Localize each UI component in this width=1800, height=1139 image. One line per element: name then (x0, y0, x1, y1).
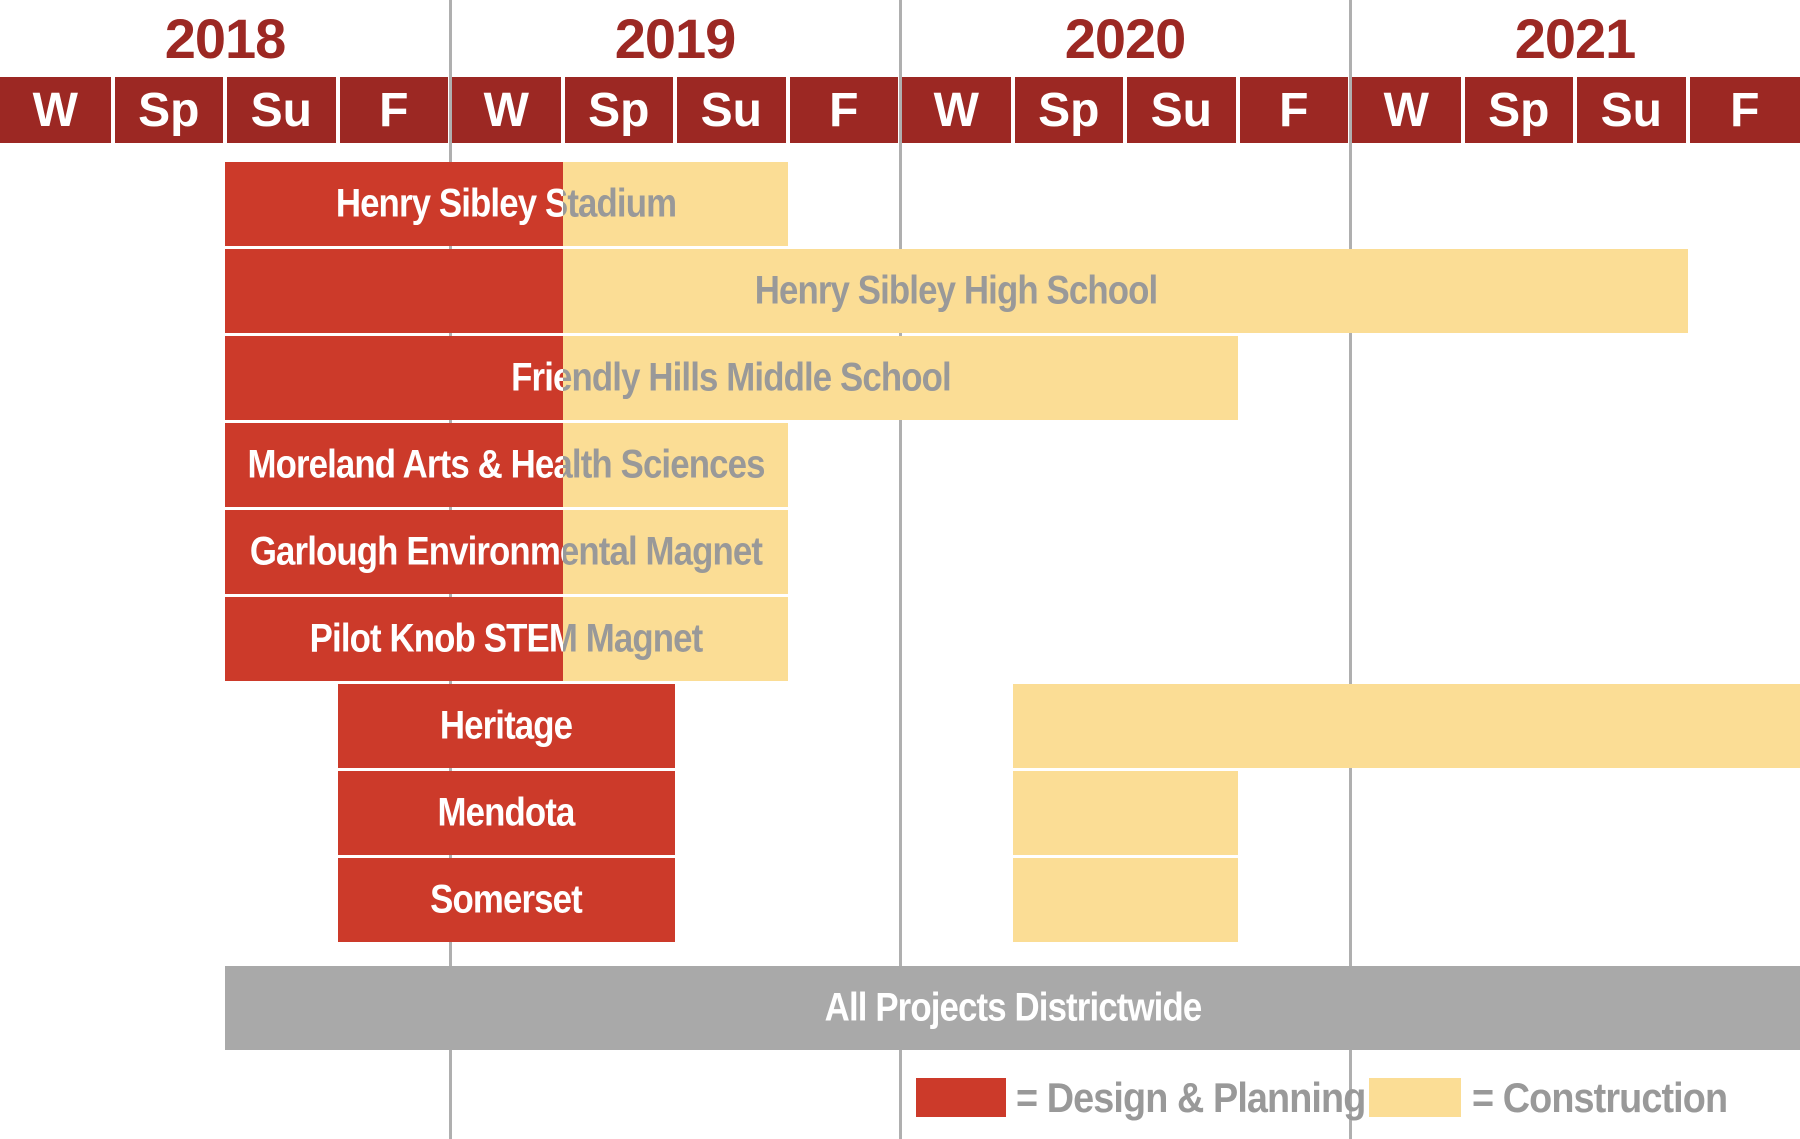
design-planning-bar: Somerset (337, 858, 675, 942)
construction-bar: Henry Sibley High School (562, 249, 1688, 333)
design-planning-bar: Heritage (337, 684, 675, 768)
project-label: Henry Sibley Stadium (563, 181, 678, 226)
season-cell: Sp (114, 77, 223, 143)
season-cell: F (339, 77, 448, 143)
year-label: 2020 (1064, 7, 1187, 70)
year-label: 2018 (164, 7, 287, 70)
project-label: Moreland Arts & Health Sciences (247, 442, 563, 487)
legend-design-swatch (916, 1078, 1006, 1117)
project-label: Henry Sibley High School (754, 268, 1158, 313)
year-label: 2021 (1514, 7, 1637, 70)
season-cell: Su (1577, 77, 1686, 143)
season-cell: F (789, 77, 898, 143)
season-cell: Sp (1464, 77, 1573, 143)
season-cell: F (1239, 77, 1348, 143)
design-planning-bar: Garlough Environmental Magnet (225, 510, 563, 594)
design-planning-bar: Henry Sibley Stadium (225, 162, 563, 246)
season-cell: Sp (1014, 77, 1123, 143)
design-planning-bar: Moreland Arts & Health Sciences (225, 423, 563, 507)
project-label: Friendly Hills Middle School (563, 355, 952, 400)
construction-bar: Mendota (1012, 771, 1238, 855)
year-gridline (1348, 0, 1352, 1139)
project-label: Mendota (437, 790, 576, 835)
season-cell: W (452, 77, 561, 143)
project-label: Friendly Hills Middle School (511, 355, 562, 400)
season-cell: Sp (564, 77, 673, 143)
project-label: Somerset (430, 877, 583, 922)
year-gridline (898, 0, 902, 1139)
project-label: Garlough Environmental Magnet (563, 529, 764, 574)
project-label: Henry Sibley Stadium (336, 181, 562, 226)
season-cell: F (1689, 77, 1800, 143)
construction-bar: Somerset (1012, 858, 1238, 942)
legend-construction-swatch (1369, 1078, 1461, 1117)
construction-bar: Henry Sibley Stadium (562, 162, 788, 246)
season-cell: Su (677, 77, 786, 143)
season-cell: W (0, 77, 111, 143)
project-label: Garlough Environmental Magnet (250, 529, 562, 574)
season-cell: W (1352, 77, 1461, 143)
year-label: 2019 (614, 7, 737, 70)
construction-bar: Friendly Hills Middle School (562, 336, 1238, 420)
legend-design-label: = Design & Planning (1016, 1073, 1366, 1121)
construction-bar: Heritage (1012, 684, 1800, 768)
project-label: All Projects Districtwide (824, 985, 1202, 1030)
season-cell: W (902, 77, 1011, 143)
design-planning-bar: Henry Sibley High School (225, 249, 563, 333)
construction-bar: Garlough Environmental Magnet (562, 510, 788, 594)
districtwide-bar: All Projects Districtwide (225, 966, 1800, 1050)
construction-bar: Moreland Arts & Health Sciences (562, 423, 788, 507)
project-label: Moreland Arts & Health Sciences (563, 442, 766, 487)
legend-construction-label: = Construction (1472, 1073, 1728, 1121)
season-cell: Su (227, 77, 336, 143)
design-planning-bar: Friendly Hills Middle School (225, 336, 563, 420)
season-cell: Su (1127, 77, 1236, 143)
project-label: Heritage (440, 703, 573, 748)
design-planning-bar: Mendota (337, 771, 675, 855)
